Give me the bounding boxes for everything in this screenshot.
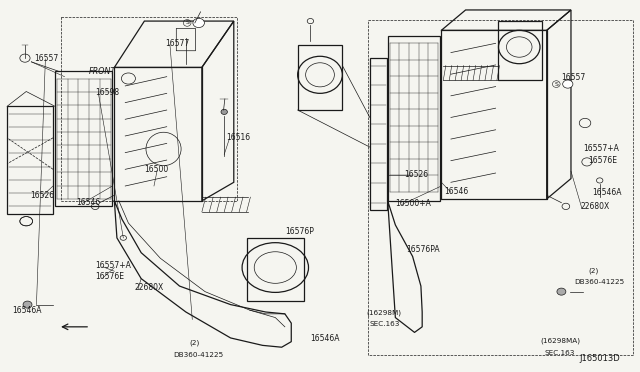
Text: 16546: 16546 <box>76 198 100 207</box>
Text: FRONT: FRONT <box>89 67 116 76</box>
Text: (16298M): (16298M) <box>367 310 402 316</box>
Text: 16526: 16526 <box>30 191 54 200</box>
Text: 16516: 16516 <box>226 133 250 142</box>
Text: 16557: 16557 <box>34 54 58 62</box>
Bar <box>368 20 633 355</box>
Text: 22680X: 22680X <box>135 283 164 292</box>
Text: SEC.163: SEC.163 <box>370 321 400 327</box>
Text: 16546: 16546 <box>445 187 468 196</box>
Text: S: S <box>554 81 558 87</box>
Text: J165013D: J165013D <box>579 354 620 363</box>
Text: DB360-41225: DB360-41225 <box>173 352 223 357</box>
Bar <box>61 17 237 201</box>
Text: 16500+A: 16500+A <box>396 199 431 208</box>
Text: 16576E: 16576E <box>588 156 617 165</box>
Text: 16576PA: 16576PA <box>406 245 440 254</box>
Ellipse shape <box>193 18 204 28</box>
Text: 16557+A: 16557+A <box>583 144 619 153</box>
Text: 16557: 16557 <box>561 73 586 82</box>
Text: 16576P: 16576P <box>285 227 314 236</box>
Ellipse shape <box>563 80 573 88</box>
Text: 16598: 16598 <box>95 88 119 97</box>
Text: 22680X: 22680X <box>580 202 610 211</box>
Text: 16557+A: 16557+A <box>95 261 131 270</box>
Text: S: S <box>185 20 189 25</box>
Text: 16546A: 16546A <box>12 306 42 315</box>
Text: 16576E: 16576E <box>95 272 124 281</box>
Text: (16298MA): (16298MA) <box>540 338 580 344</box>
Text: SEC.163: SEC.163 <box>545 350 575 356</box>
Text: 16577: 16577 <box>165 39 189 48</box>
Text: DB360-41225: DB360-41225 <box>574 279 625 285</box>
Text: 16526: 16526 <box>404 170 428 179</box>
Text: 16546A: 16546A <box>592 188 621 197</box>
Text: 16500: 16500 <box>145 165 168 174</box>
Ellipse shape <box>557 288 566 295</box>
Ellipse shape <box>23 301 32 308</box>
Text: (2): (2) <box>588 267 598 274</box>
Text: (2): (2) <box>189 339 199 346</box>
Text: 16546A: 16546A <box>310 334 340 343</box>
Ellipse shape <box>221 109 227 115</box>
